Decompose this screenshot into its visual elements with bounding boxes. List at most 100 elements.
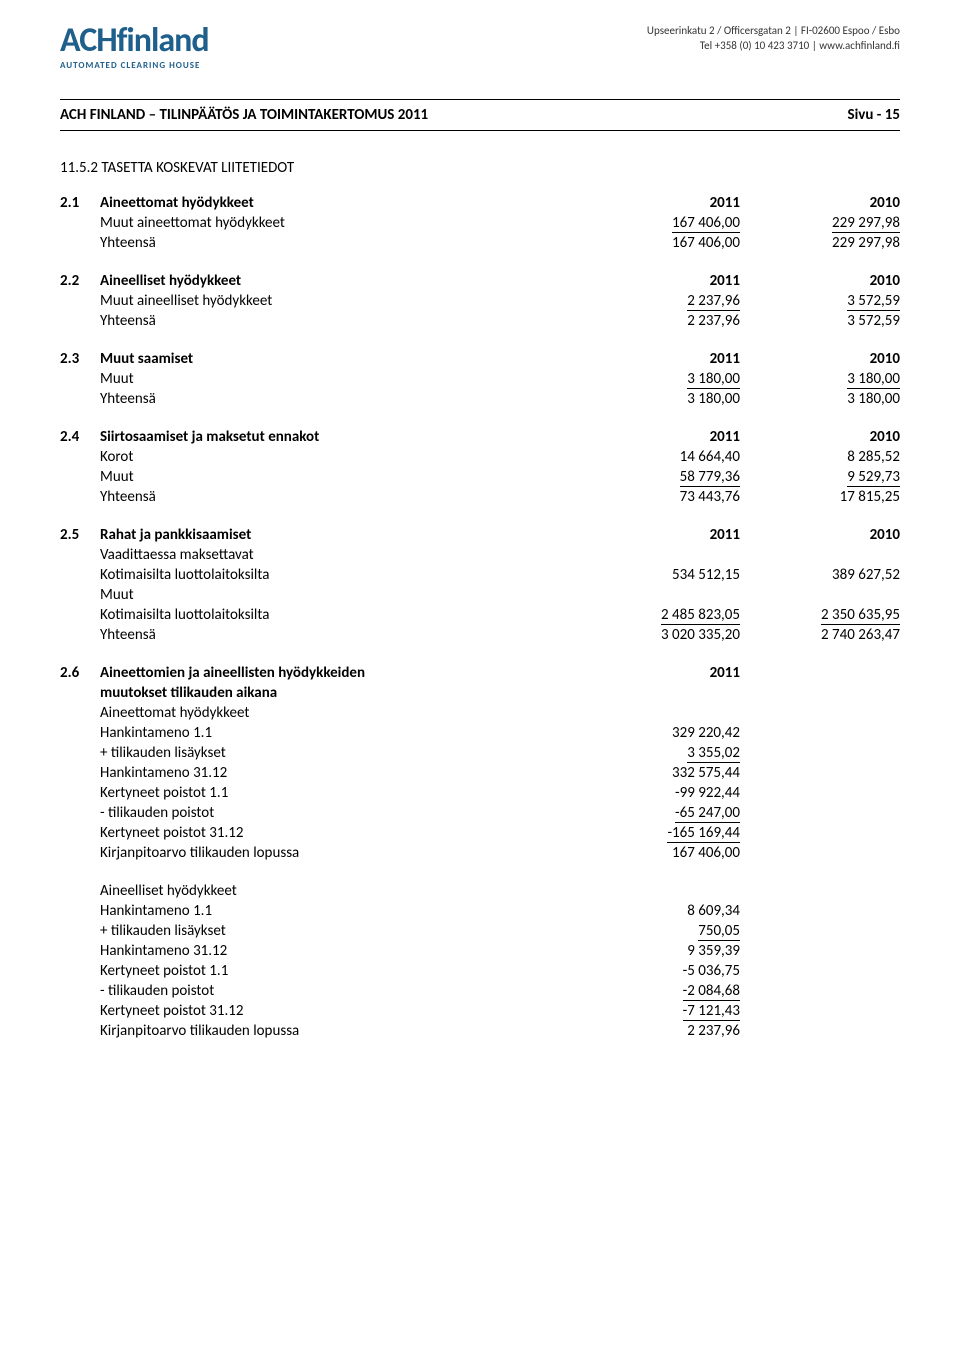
table-header-row: 2.1 Aineettomat hyödykkeet 2011 2010 [60,193,900,213]
row-label: Kertyneet poistot 1.1 [100,783,580,803]
table-header-row: 2.5 Rahat ja pankkisaamiset 2011 2010 [60,525,900,545]
section-title: Siirtosaamiset ja maksetut ennakot [100,427,580,447]
table-2-2: 2.2 Aineelliset hyödykkeet 2011 2010 Muu… [60,271,900,331]
table-row: Hankintameno 1.1329 220,42 [60,723,900,743]
year-header-2: 2010 [740,525,900,545]
table-row: - tilikauden poistot -2 084,68 [60,981,900,1001]
row-label: Yhteensä [100,233,580,253]
table-total-row: Kirjanpitoarvo tilikauden lopussa2 237,9… [60,1021,900,1041]
table-row: Kertyneet poistot 1.1-5 036,75 [60,961,900,981]
table-row: - tilikauden poistot-65 247,00 [60,803,900,823]
row-label: Kotimaisilta luottolaitoksilta [100,605,580,625]
row-label: Hankintameno 1.1 [100,723,580,743]
row-label: Muut aineettomat hyödykkeet [100,213,580,233]
row-label: Hankintameno 1.1 [100,901,580,921]
row-label: Muut [100,369,580,389]
table-total-row: Kirjanpitoarvo tilikauden lopussa167 406… [60,843,900,863]
value-2010: 3 180,00 [740,389,900,409]
row-label: Vaadittaessa maksettavat [100,545,580,565]
table-row: Kertyneet poistot 31.12 -165 169,44 [60,823,900,843]
row-label: + tilikauden lisäykset [100,743,580,763]
year-header-2: 2010 [740,427,900,447]
row-label: Yhteensä [100,389,580,409]
year-header-2: 2010 [740,271,900,291]
table-header-row: 2.2 Aineelliset hyödykkeet 2011 2010 [60,271,900,291]
table-total-row: Yhteensä 167 406,00 229 297,98 [60,233,900,253]
table-row: + tilikauden lisäykset750,05 [60,921,900,941]
row-label: Kirjanpitoarvo tilikauden lopussa [100,843,580,863]
page-number: Sivu - 15 [848,106,901,124]
value: 9 359,39 [580,941,740,961]
value-2010: 8 285,52 [740,447,900,467]
table-total-row: Yhteensä 3 180,00 3 180,00 [60,389,900,409]
logo-text-finland: finland [117,20,209,61]
section-title: Aineelliset hyödykkeet [100,271,580,291]
table-row: Vaadittaessa maksettavat [60,545,900,565]
page: ACHfinland AUTOMATED CLEARING HOUSE Upse… [0,0,960,1368]
section-number: 2.1 [60,193,100,213]
table-2-4: 2.4 Siirtosaamiset ja maksetut ennakot 2… [60,427,900,507]
row-label: Yhteensä [100,311,580,331]
value-2010: 3 572,59 [847,292,900,311]
value: -165 169,44 [667,824,740,843]
value-2010: 229 297,98 [832,214,900,233]
contact-line-1: Upseerinkatu 2 / Officersgatan 2 | FI-02… [647,24,900,39]
table-total-row: Yhteensä 73 443,76 17 815,25 [60,487,900,507]
table-row: Kotimaisilta luottolaitoksilta 534 512,1… [60,565,900,585]
contact-block: Upseerinkatu 2 / Officersgatan 2 | FI-02… [647,24,900,54]
year-header-1: 2011 [580,193,740,213]
row-label: Kotimaisilta luottolaitoksilta [100,565,580,585]
row-label: + tilikauden lisäykset [100,921,580,941]
table-2-6b: Aineelliset hyödykkeet Hankintameno 1.18… [60,881,900,1041]
row-label: Aineettomat hyödykkeet [100,703,580,723]
section-title: Rahat ja pankkisaamiset [100,525,580,545]
table-row: Kertyneet poistot 31.12-7 121,43 [60,1001,900,1021]
table-total-row: Yhteensä 2 237,96 3 572,59 [60,311,900,331]
subsection-row: Aineelliset hyödykkeet [60,881,900,901]
logo-main: ACHfinland [60,24,209,58]
logo-subtitle: AUTOMATED CLEARING HOUSE [60,60,209,71]
logo-text-ach: ACH [60,20,117,61]
section-number: 2.5 [60,525,100,545]
row-label: Kertyneet poistot 1.1 [100,961,580,981]
value: 167 406,00 [580,843,740,863]
row-label: Hankintameno 31.12 [100,941,580,961]
table-row: Hankintameno 1.18 609,34 [60,901,900,921]
year-header-1: 2011 [580,427,740,447]
table-header-row: 2.4 Siirtosaamiset ja maksetut ennakot 2… [60,427,900,447]
value: -2 084,68 [683,982,740,1001]
table-row: Hankintameno 31.12332 575,44 [60,763,900,783]
row-label: - tilikauden poistot [100,981,580,1001]
value: -5 036,75 [580,961,740,981]
table-row: Muut [60,585,900,605]
table-header-row: 2.6 Aineettomien ja aineellisten hyödykk… [60,663,900,683]
value-2010: 3 572,59 [740,311,900,331]
section-title-line1: Aineettomien ja aineellisten hyödykkeide… [100,663,580,683]
row-label: Aineelliset hyödykkeet [100,881,580,901]
value: 2 237,96 [580,1021,740,1041]
year-header-2: 2010 [740,349,900,369]
table-row: + tilikauden lisäykset3 355,02 [60,743,900,763]
section-title: Aineettomat hyödykkeet [100,193,580,213]
row-label: Kertyneet poistot 31.12 [100,823,580,843]
section-number: 2.3 [60,349,100,369]
year-header-1: 2011 [580,525,740,545]
table-row: Kotimaisilta luottolaitoksilta 2 485 823… [60,605,900,625]
value: 329 220,42 [580,723,740,743]
value-2010: 229 297,98 [740,233,900,253]
table-row: Kertyneet poistot 1.1-99 922,44 [60,783,900,803]
table-row: Korot 14 664,40 8 285,52 [60,447,900,467]
row-label: Korot [100,447,580,467]
year-header-1: 2011 [580,271,740,291]
section-heading: 11.5.2 TASETTA KOSKEVAT LIITETIEDOT [60,159,900,177]
value: -7 121,43 [683,1002,740,1021]
contact-line-2: Tel +358 (0) 10 423 3710 | www.achfinlan… [647,39,900,54]
value-2011: 3 180,00 [580,389,740,409]
value-2010: 2 740 263,47 [740,625,900,645]
value-2010: 9 529,73 [847,468,900,487]
year-header-2: 2010 [740,193,900,213]
value: -99 922,44 [580,783,740,803]
document-title: ACH FINLAND – TILINPÄÄTÖS JA TOIMINTAKER… [60,106,428,124]
value-2011: 2 485 823,05 [661,606,740,625]
value-2011: 3 020 335,20 [580,625,740,645]
